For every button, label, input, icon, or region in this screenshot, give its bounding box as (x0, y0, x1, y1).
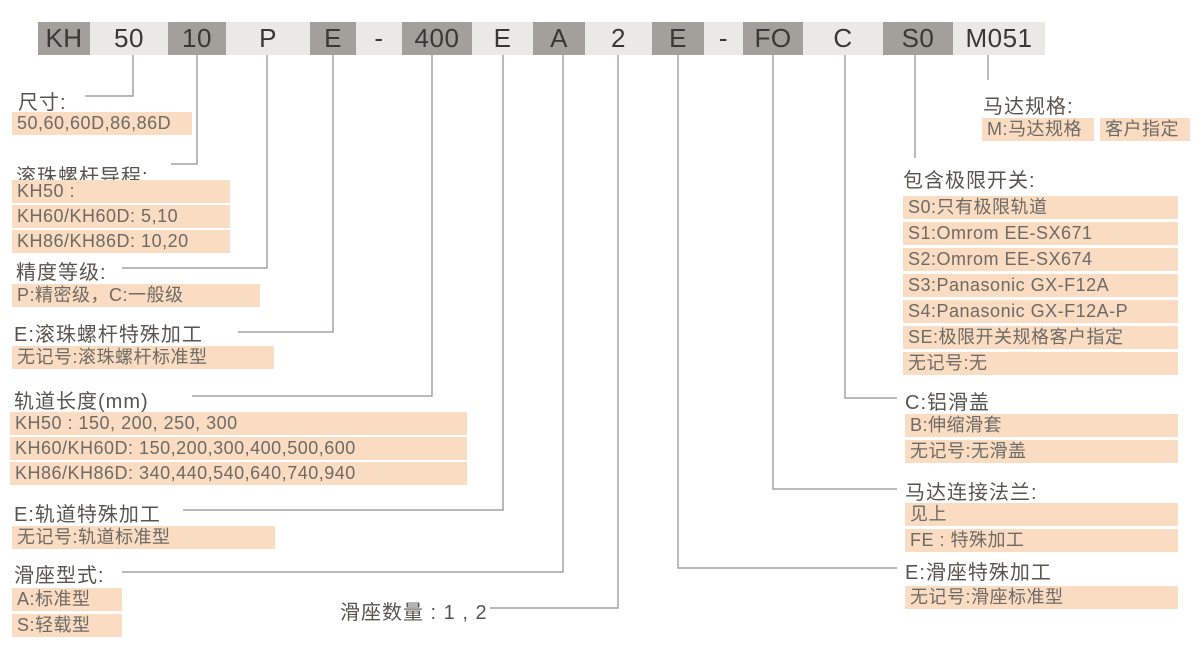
slider-type-row: A:标准型 (12, 588, 122, 611)
flange-heading: 马达连接法兰: (905, 482, 1038, 504)
code-segment-slider-count: 2 (611, 23, 626, 53)
limit-switch-row: 无记号:无 (903, 352, 1178, 375)
motor-spec-row: M:马达规格 (982, 118, 1094, 141)
slider-special-row: 无记号:滑座标准型 (905, 586, 1178, 609)
screw-special-row: 无记号:滚珠螺杆标准型 (12, 346, 274, 369)
line-accuracy (122, 55, 268, 269)
screw-lead-row: KH86/KH86D: 10,20 (12, 230, 230, 253)
screw-special-heading: E:滚珠螺杆特殊加工 (14, 324, 203, 346)
size-heading: 尺寸: (18, 92, 67, 114)
rail-length-row: KH86/KH86D: 340,440,540,640,740,940 (10, 462, 467, 485)
line-size (85, 55, 134, 97)
limit-switch-heading: 包含极限开关: (903, 170, 1036, 192)
code-segment-rail-special: E (493, 23, 512, 53)
rail-length-row: KH50 : 150, 200, 250, 300 (10, 412, 467, 435)
model-code-bar: KH 50 10 P E - 400 E A 2 E - FO C S0 M05… (38, 22, 1045, 55)
accuracy-row: P:精密级，C:一般级 (12, 284, 260, 307)
slider-count-label: 滑座数量 : 1 , 2 (340, 602, 488, 624)
rail-length-row: KH60/KH60D: 150,200,300,400,500,600 (10, 437, 467, 460)
code-segment-rail-length: 400 (402, 22, 472, 55)
line-rail-special (183, 55, 504, 511)
line-screw-lead (171, 55, 198, 165)
code-segment-accuracy: P (259, 23, 277, 53)
code-segment-cover: C (833, 23, 853, 53)
code-segment-dash-1: - (374, 23, 384, 53)
limit-switch-row: S4:Panasonic GX-F12A-P (903, 300, 1178, 323)
code-segment-size: 50 (114, 23, 144, 53)
limit-switch-row: S3:Panasonic GX-F12A (903, 274, 1178, 297)
code-segment-motor: M051 (965, 23, 1033, 53)
line-flange (772, 55, 897, 490)
size-row: 50,60,60D,86,86D (12, 112, 192, 135)
slider-special-heading: E:滑座特殊加工 (905, 562, 1052, 584)
code-segment-slider-special: E (652, 22, 704, 55)
code-segment-limit-switch: S0 (883, 22, 953, 55)
code-segment-flange: FO (743, 22, 803, 55)
limit-switch-row: SE:极限开关规格客户指定 (903, 326, 1178, 349)
line-slider-special (677, 55, 897, 569)
line-cover (844, 55, 897, 399)
limit-switch-row: S1:Omrom EE-SX671 (903, 222, 1178, 245)
cover-row: 无记号:无滑盖 (905, 440, 1178, 463)
motor-spec-row: 客户指定 (1100, 118, 1190, 141)
line-slider-count (490, 55, 619, 609)
code-segment-series: KH (38, 22, 90, 55)
slider-type-row: S:轻载型 (12, 614, 122, 637)
line-slider-type (122, 55, 564, 573)
flange-row: 见上 (905, 503, 1178, 526)
screw-lead-row: KH50 : (12, 180, 230, 203)
code-segment-dash-2: - (718, 23, 729, 53)
rail-special-heading: E:轨道特殊加工 (14, 504, 161, 526)
cover-heading: C:铝滑盖 (905, 392, 990, 414)
line-rail-length (192, 55, 433, 397)
code-segment-slider-type: A (533, 22, 585, 55)
code-segment-screw-special: E (310, 22, 356, 55)
code-segment-lead: 10 (168, 22, 226, 55)
limit-switch-row: S0:只有极限轨道 (903, 196, 1178, 219)
line-screw-special (238, 55, 334, 333)
rail-special-row: 无记号:轨道标准型 (12, 526, 275, 549)
rail-length-heading: 轨道长度(mm) (14, 391, 149, 413)
motor-spec-heading: 马达规格: (983, 96, 1074, 118)
limit-switch-row: S2:Omrom EE-SX674 (903, 248, 1178, 271)
cover-row: B:伸缩滑套 (905, 414, 1178, 437)
screw-lead-row: KH60/KH60D: 5,10 (12, 205, 230, 228)
accuracy-heading: 精度等级: (16, 262, 107, 284)
flange-row: FE : 特殊加工 (905, 529, 1178, 552)
slider-type-heading: 滑座型式: (14, 565, 105, 587)
